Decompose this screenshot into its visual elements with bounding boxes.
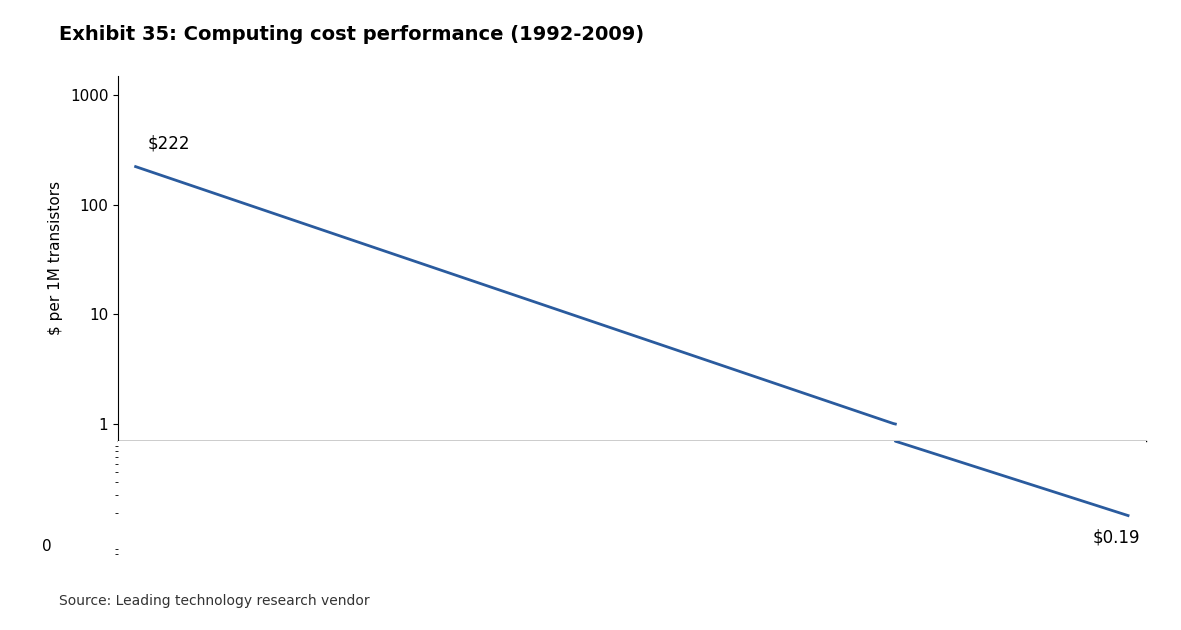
- Text: 0: 0: [41, 539, 51, 554]
- Text: $0.19: $0.19: [1092, 529, 1140, 546]
- Y-axis label: $ per 1M transistors: $ per 1M transistors: [48, 181, 63, 335]
- Text: Source: Leading technology research vendor: Source: Leading technology research vend…: [59, 594, 370, 608]
- Text: $222: $222: [148, 134, 190, 152]
- Text: Exhibit 35: Computing cost performance (1992-2009): Exhibit 35: Computing cost performance (…: [59, 25, 644, 44]
